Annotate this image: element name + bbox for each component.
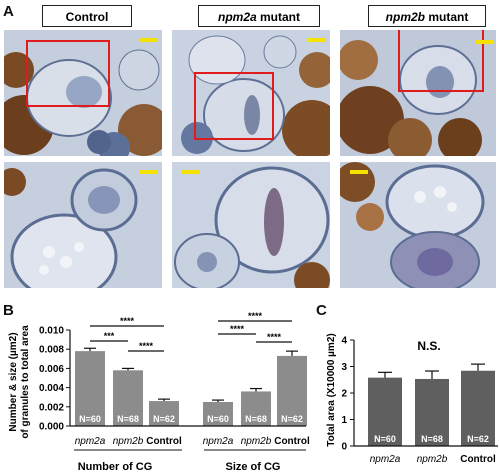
column-header-control-text: Control bbox=[65, 10, 109, 24]
chart-c-ytick-label: 3 bbox=[341, 362, 347, 373]
chart-c-ytick-label: 2 bbox=[341, 389, 347, 400]
chart-b-sig-label: **** bbox=[139, 341, 154, 351]
chart-b-bars: N=60 npm2a N=68 npm2b N=62 Control N=60 npm2a N=… bbox=[70, 347, 310, 451]
chart-b-bar bbox=[75, 351, 105, 426]
chart-b-bar bbox=[277, 355, 307, 426]
chart-b-sig-label: **** bbox=[248, 311, 263, 321]
chart-b-sig-label: **** bbox=[120, 316, 135, 326]
column-header-npm2b-gene: npm2b bbox=[385, 10, 425, 24]
scale-bar-npm2a-overview bbox=[308, 38, 326, 42]
micrograph-npm2a-overview bbox=[172, 30, 330, 156]
chart-b: Number & size (µm2) of granules to total… bbox=[8, 311, 310, 473]
micrograph-npm2b-overview-art bbox=[340, 30, 496, 156]
chart-b-category-label: Control bbox=[274, 436, 310, 447]
chart-b-bar bbox=[203, 402, 233, 426]
chart-b-significance: *********************** bbox=[90, 311, 292, 352]
chart-b-ytick-label: 0.008 bbox=[39, 345, 64, 356]
chart-b-bar bbox=[113, 370, 143, 426]
micrograph-npm2a-zoom-art bbox=[172, 162, 330, 288]
micrograph-control-zoom bbox=[4, 162, 162, 288]
chart-b-n-label: N=68 bbox=[245, 414, 267, 424]
column-header-npm2a-gene: npm2a bbox=[217, 10, 257, 24]
column-header-npm2b-suffix: mutant bbox=[425, 10, 469, 24]
chart-b-bar bbox=[149, 401, 179, 426]
micrograph-control-zoom-art bbox=[4, 162, 162, 288]
chart-b-ytick-label: 0.000 bbox=[39, 422, 64, 433]
chart-b-category-label: Control bbox=[146, 436, 182, 447]
micrograph-npm2a-zoom bbox=[172, 162, 330, 288]
chart-b-ylabel-line1: Number & size (µm2) bbox=[8, 332, 19, 431]
chart-b-sig-label: *** bbox=[104, 331, 115, 341]
scale-bar-npm2b-zoom bbox=[350, 170, 368, 174]
chart-b-bar bbox=[241, 391, 271, 426]
chart-b-category-label: npm2b bbox=[113, 436, 144, 447]
chart-c-ytick-label: 4 bbox=[341, 336, 347, 347]
chart-b-group1-label: Number of CG bbox=[78, 461, 153, 473]
micrograph-npm2b-overview bbox=[340, 30, 496, 156]
chart-b-ytick-label: 0.002 bbox=[39, 402, 64, 413]
chart-b-category-label: npm2a bbox=[203, 436, 234, 447]
chart-c-ns-label: N.S. bbox=[417, 339, 440, 353]
panel-c-letter: C bbox=[316, 302, 327, 319]
scale-bar-npm2a-zoom bbox=[182, 170, 200, 174]
chart-c-bars: N=60 npm2a N=68 npm2b N=62 Control bbox=[354, 363, 498, 465]
chart-c-bar bbox=[461, 370, 495, 446]
panel-a-letter: A bbox=[3, 3, 14, 20]
chart-c-category-label: Control bbox=[460, 454, 496, 465]
column-header-npm2a-suffix: mutant bbox=[256, 10, 301, 24]
micrograph-npm2b-zoom-art bbox=[340, 162, 496, 288]
scale-bar-control-zoom bbox=[140, 170, 158, 174]
chart-c-ytick-label: 1 bbox=[341, 415, 347, 426]
chart-c-bar bbox=[415, 378, 449, 446]
chart-b-sig-label: **** bbox=[230, 324, 245, 334]
chart-b-n-label: N=62 bbox=[281, 414, 303, 424]
chart-b-n-label: N=60 bbox=[207, 414, 229, 424]
chart-b-ytick-label: 0.006 bbox=[39, 364, 64, 375]
micrograph-control-overview-art bbox=[4, 30, 162, 156]
panel-b-letter: B bbox=[3, 302, 14, 319]
chart-b-category-label: npm2b bbox=[241, 436, 272, 447]
inset-box-npm2b bbox=[398, 30, 484, 92]
micrograph-npm2a-overview-art bbox=[172, 30, 330, 156]
inset-box-control bbox=[26, 40, 110, 107]
chart-b-y-axis: 0.000 0.002 0.004 0.006 0.008 0.010 bbox=[39, 326, 71, 433]
column-header-npm2a: npm2a mutant bbox=[198, 5, 320, 27]
chart-c-ylabel: Total area (X10000 µm2) bbox=[326, 333, 337, 446]
inset-box-npm2a bbox=[194, 72, 274, 140]
micrograph-control-overview bbox=[4, 30, 162, 156]
chart-c-y-axis: 0 1 2 3 4 bbox=[341, 336, 355, 453]
chart-b-n-label: N=62 bbox=[153, 414, 175, 424]
chart-c-n-label: N=68 bbox=[421, 434, 443, 444]
chart-c-category-label: npm2a bbox=[370, 454, 401, 465]
column-header-control: Control bbox=[42, 5, 132, 27]
scale-bar-control-overview bbox=[140, 38, 158, 42]
chart-c-n-label: N=62 bbox=[467, 434, 489, 444]
chart-b-n-label: N=68 bbox=[117, 414, 139, 424]
chart-b-n-label: N=60 bbox=[79, 414, 101, 424]
chart-b-ytick-label: 0.010 bbox=[39, 326, 64, 337]
chart-c-n-label: N=60 bbox=[374, 434, 396, 444]
chart-b-category-label: npm2a bbox=[75, 436, 106, 447]
chart-b-sig-label: **** bbox=[267, 332, 282, 342]
chart-c-category-label: npm2b bbox=[417, 454, 448, 465]
chart-b-ytick-label: 0.004 bbox=[39, 383, 64, 394]
chart-b-ylabel-line2: of granules to total area bbox=[20, 325, 31, 439]
scale-bar-npm2b-overview bbox=[476, 40, 494, 44]
chart-c-ytick-label: 0 bbox=[341, 442, 347, 453]
chart-c-bar bbox=[368, 377, 402, 446]
micrograph-npm2b-zoom bbox=[340, 162, 496, 288]
column-header-npm2b: npm2b mutant bbox=[368, 5, 486, 27]
chart-b-group2-label: Size of CG bbox=[225, 461, 280, 473]
